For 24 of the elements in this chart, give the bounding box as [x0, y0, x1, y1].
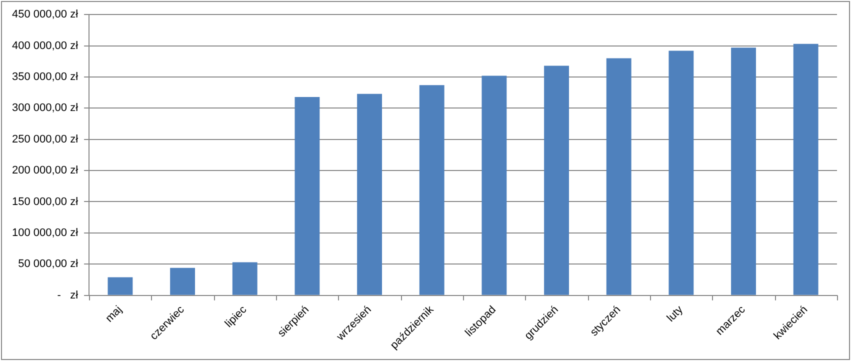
y-tick-label: - zł	[57, 289, 79, 302]
y-tick-label: 100 000,00 zł	[12, 226, 79, 239]
y-tick-label: 300 000,00 zł	[12, 102, 79, 114]
y-tick-label: 400 000,00 zł	[12, 40, 79, 52]
bar	[668, 50, 694, 295]
bar	[731, 48, 756, 295]
bar	[793, 44, 818, 295]
x-tick-label: luty	[664, 303, 686, 324]
bar	[544, 66, 569, 295]
y-tick-label: 150 000,00 zł	[12, 196, 79, 208]
bar	[294, 96, 320, 295]
bar	[606, 58, 632, 295]
y-tick-label: 250 000,00 zł	[12, 133, 79, 146]
bar	[482, 76, 507, 295]
y-tick-label: 350 000,00 zł	[12, 71, 79, 84]
y-tick-label: 450 000,00 zł	[12, 8, 79, 21]
bar	[419, 85, 444, 295]
bar	[170, 268, 196, 295]
y-tick-label: 200 000,00 zł	[12, 164, 79, 177]
bar	[108, 277, 133, 295]
bar	[232, 262, 258, 295]
y-tick-label: 50 000,00 zł	[18, 258, 79, 270]
bar	[357, 94, 382, 295]
x-tick-label: maj	[103, 304, 124, 325]
